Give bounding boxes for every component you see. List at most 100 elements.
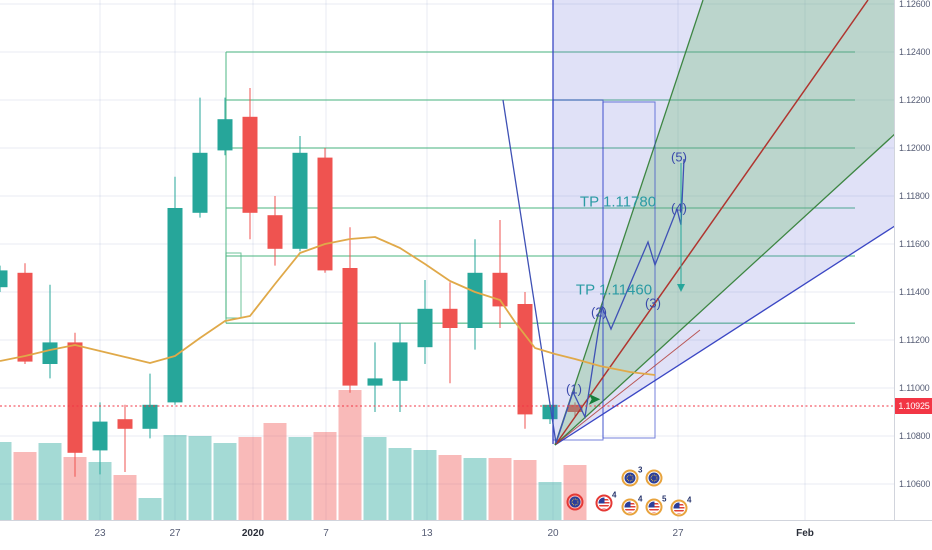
blue-wedge-fill	[553, 0, 894, 445]
elliott-wave-label[interactable]: (1)	[566, 381, 582, 397]
time-axis-label: 7	[323, 528, 329, 539]
candle-body	[42, 342, 58, 364]
price-axis-label: 1.11600	[899, 239, 930, 249]
green-channel-fill	[555, 0, 894, 445]
eu-flag-event-icon[interactable]	[566, 493, 584, 511]
volume-bar	[538, 482, 562, 520]
volume-bar	[263, 423, 287, 520]
volume-bar	[138, 498, 162, 520]
tp-target-label[interactable]: TP 1.11780	[579, 193, 657, 211]
volume-bar	[413, 450, 437, 520]
price-axis-label: 1.11800	[899, 191, 930, 201]
price-axis-label: 1.12600	[899, 0, 931, 9]
us-flag-icon	[624, 501, 636, 513]
candle-body	[417, 308, 433, 348]
green-channel-lower-edge	[554, 133, 894, 446]
price-axis-label: 1.11200	[899, 335, 930, 345]
eu-flag-event-icon[interactable]: 3	[621, 466, 643, 487]
volume-bar	[338, 390, 362, 520]
candle-body	[67, 342, 83, 453]
elliott-wave-label[interactable]: (3)	[645, 295, 661, 311]
us-canton-icon	[673, 502, 680, 508]
volume-bar	[363, 437, 387, 520]
eu-stars-icon	[650, 474, 658, 482]
price-axis-label: 1.10800	[899, 431, 931, 441]
candle-body	[542, 404, 558, 420]
time-axis-label: 20	[547, 528, 559, 539]
elliott-wave-label[interactable]: (5)	[671, 149, 687, 165]
volume-bar	[188, 436, 212, 520]
volume-bar	[388, 448, 412, 520]
buy-arrow-marker[interactable]: ➤	[587, 391, 601, 408]
volume-bar	[463, 458, 487, 520]
candle-body	[117, 419, 133, 429]
volume-bar	[313, 432, 337, 520]
us-flag-icon	[648, 501, 660, 513]
volume-bar	[563, 465, 587, 520]
candle-body	[92, 421, 108, 451]
tp-target-label[interactable]: TP 1.11460	[575, 281, 653, 299]
time-axis-label: 27	[672, 528, 684, 539]
candle-body	[442, 308, 458, 328]
candle-body	[292, 152, 308, 249]
price-axis-label: 1.11400	[899, 287, 930, 297]
eu-stars-icon	[626, 474, 634, 482]
candle-body	[217, 119, 233, 151]
event-count-badge: 4	[638, 494, 643, 504]
eu-flag-icon	[624, 472, 636, 484]
candle-body	[367, 378, 383, 386]
candle-body	[517, 304, 533, 415]
us-flag-event-icon[interactable]: 4	[595, 491, 617, 512]
volume-bar	[488, 458, 512, 520]
green-annotation-box	[225, 252, 242, 319]
volume-bar	[438, 455, 462, 520]
volume-bar	[163, 435, 187, 520]
price-axis-label: 1.11000	[899, 383, 930, 393]
eu-flag-icon	[648, 472, 660, 484]
candle-body	[467, 272, 483, 328]
price-axis-label: 1.10600	[899, 479, 931, 489]
candle-body	[17, 272, 33, 362]
chart-canvas[interactable]	[0, 0, 894, 520]
us-canton-icon	[648, 501, 655, 507]
blue-range-box[interactable]	[602, 101, 656, 439]
volume-bar	[513, 460, 537, 520]
volume-bar	[38, 443, 62, 520]
candle-body	[167, 208, 183, 403]
volume-bar	[238, 437, 262, 520]
volume-bar	[213, 443, 237, 520]
us-flag-event-icon[interactable]: 5	[645, 495, 667, 516]
us-canton-icon	[624, 501, 631, 507]
volume-bar	[13, 452, 37, 520]
time-axis[interactable]: 23 27 2020 7 13 20 27 Feb	[0, 520, 932, 550]
us-canton-icon	[598, 497, 605, 503]
wave-projection-zigzag[interactable]	[502, 99, 685, 444]
candle-body	[317, 157, 333, 271]
candle-body	[192, 152, 208, 213]
red-trendline[interactable]	[555, 0, 869, 445]
us-flag-icon	[673, 502, 685, 514]
price-axis[interactable]: 1.10925 1.12600 1.12400 1.12200 1.12000 1.11…	[894, 0, 932, 520]
chart-pane[interactable]: TP 1.11780 TP 1.11460 (1) (2) (3) (4) (5) ➤ 4 3 4 5…	[0, 0, 894, 520]
price-axis-label: 1.12400	[899, 47, 931, 57]
blue-wedge-lower-edge	[554, 225, 894, 446]
price-axis-label: 1.12200	[899, 95, 931, 105]
candle-body	[0, 270, 8, 288]
time-axis-label: 27	[169, 528, 181, 539]
time-axis-label: 13	[421, 528, 433, 539]
time-axis-label: 2020	[241, 528, 265, 539]
us-flag-event-icon[interactable]: 4	[670, 496, 692, 517]
event-count-badge: 4	[612, 490, 617, 500]
candle-body	[242, 116, 258, 213]
us-flag-icon	[598, 497, 610, 509]
elliott-wave-label[interactable]: (4)	[671, 200, 687, 216]
us-flag-event-icon[interactable]: 4	[621, 495, 643, 516]
volume-bar	[288, 437, 312, 520]
eu-flag-event-icon[interactable]	[645, 469, 663, 487]
eu-stars-icon	[571, 498, 579, 506]
green-channel-upper-edge	[554, 0, 704, 446]
eu-flag-icon	[569, 496, 581, 508]
volume-bar	[63, 457, 87, 520]
elliott-wave-label[interactable]: (2)	[591, 304, 607, 320]
